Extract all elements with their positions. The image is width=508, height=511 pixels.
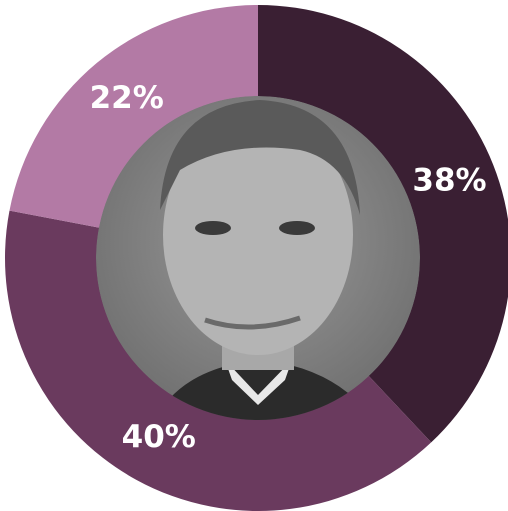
- value-label: 22%: [90, 80, 164, 116]
- value-label: 40%: [122, 419, 196, 455]
- slice: [5, 210, 432, 511]
- portrait-mouth: [204, 315, 301, 330]
- donut: [5, 5, 508, 511]
- portrait-hair: [160, 100, 360, 215]
- slice: [258, 5, 508, 443]
- portrait-eye: [195, 221, 231, 235]
- slice: [9, 5, 259, 229]
- portrait-eye: [279, 221, 315, 235]
- portrait-collar: [225, 360, 292, 405]
- labels: 38% 40% 22%: [90, 80, 487, 455]
- portrait-face: [163, 115, 353, 355]
- value-label: 38%: [412, 163, 486, 199]
